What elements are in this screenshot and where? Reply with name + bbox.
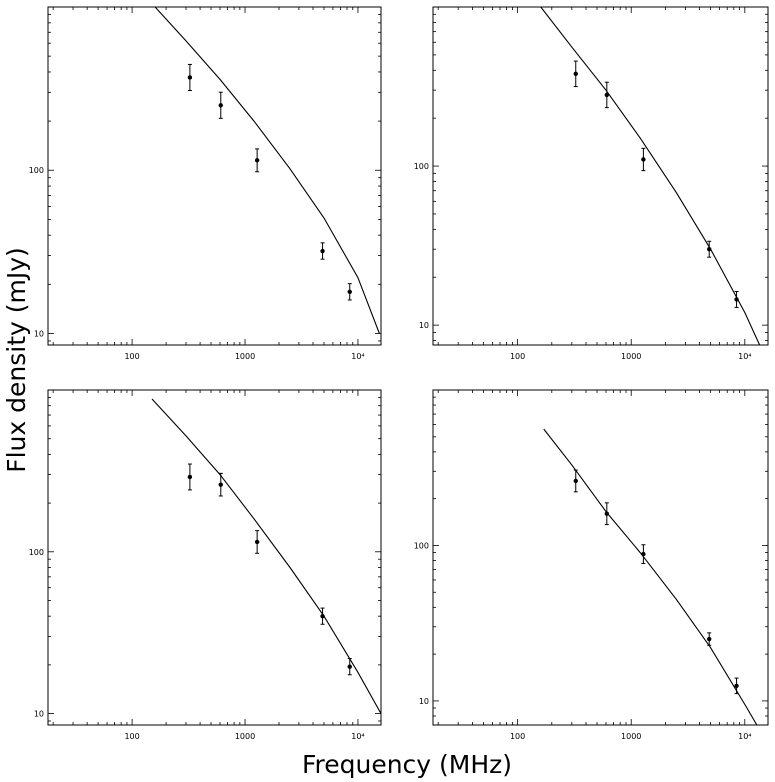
data-point	[218, 103, 223, 108]
x-axis-label: Frequency (MHz)	[302, 750, 512, 779]
fit-curve	[154, 7, 380, 334]
data-point	[254, 158, 260, 163]
data-point	[573, 71, 578, 77]
y-axis-label: Flux density (mJy)	[2, 247, 31, 473]
plot-frame	[47, 6, 382, 346]
data-point	[320, 248, 325, 254]
data-point	[604, 511, 610, 516]
x-tick-label: 1000	[235, 352, 255, 361]
chart-panel-2: 100 1000 10⁴ 10 100	[414, 6, 769, 361]
x-tick-label: 10⁴	[738, 732, 751, 741]
data-point	[734, 297, 739, 302]
data-point	[641, 551, 646, 557]
fit-curve	[151, 398, 381, 714]
plot-frame	[47, 389, 382, 726]
y-tick-label: 10	[419, 321, 429, 330]
x-tick-label: 10⁴	[351, 732, 364, 741]
y-tick-label: 100	[29, 166, 44, 175]
y-tick-label: 10	[419, 697, 429, 706]
y-tick-label: 10	[34, 710, 44, 719]
data-point	[734, 683, 739, 689]
data-point	[707, 247, 712, 252]
x-tick-label: 100	[124, 732, 139, 741]
y-tick-label: 10	[34, 329, 44, 338]
data-point	[573, 478, 578, 484]
data-point	[707, 636, 712, 642]
data-point	[641, 157, 646, 162]
data-point	[347, 289, 352, 295]
data-point	[254, 539, 260, 545]
data-point	[187, 75, 193, 80]
x-tick-label: 10⁴	[738, 352, 751, 361]
plot-frame	[432, 6, 769, 346]
fit-curve	[540, 7, 761, 345]
data-point	[347, 664, 352, 669]
data-point	[187, 474, 193, 480]
y-tick-label: 100	[29, 548, 44, 557]
data-point	[320, 613, 325, 619]
chart-panel-1: 100 1000 10⁴ 10 100	[29, 6, 382, 361]
data-point	[604, 92, 610, 98]
data-point	[218, 482, 223, 487]
y-tick-label: 100	[414, 541, 429, 550]
x-tick-label: 100	[510, 352, 525, 361]
fit-curve	[543, 428, 758, 725]
panels: 100 1000 10⁴ 10 100 100 1000 10⁴ 10 100 100 1000 10⁴…	[29, 6, 769, 741]
x-tick-label: 100	[510, 732, 525, 741]
x-tick-label: 100	[124, 352, 139, 361]
x-tick-label: 1000	[235, 732, 255, 741]
chart-panel-3: 100 1000 10⁴ 10 100	[29, 389, 382, 741]
chart-panel-4: 100 1000 10⁴ 10 100	[414, 389, 769, 741]
plot-frame	[432, 389, 769, 726]
x-tick-label: 10⁴	[351, 352, 364, 361]
y-tick-label: 100	[414, 162, 429, 171]
x-tick-label: 1000	[621, 732, 641, 741]
x-tick-label: 1000	[621, 352, 641, 361]
